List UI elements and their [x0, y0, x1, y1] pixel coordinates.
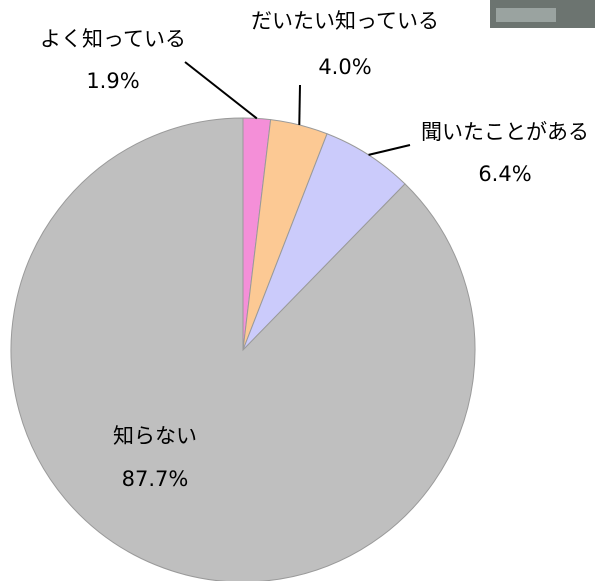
photo-detail — [496, 8, 556, 22]
value-label: 4.0% — [318, 55, 371, 79]
value-label: 6.4% — [478, 162, 531, 186]
leader-line — [298, 84, 301, 125]
value-label: 1.9% — [86, 69, 139, 93]
category-label: よく知っている — [40, 27, 186, 51]
value-label: 87.7% — [122, 467, 189, 491]
pie-slice — [10, 117, 476, 581]
leader-line — [184, 61, 258, 120]
category-label: 聞いたことがある — [421, 120, 589, 144]
leader-line — [368, 144, 411, 156]
category-label: 知らない — [113, 424, 197, 448]
category-label: だいたい知っている — [251, 9, 439, 33]
